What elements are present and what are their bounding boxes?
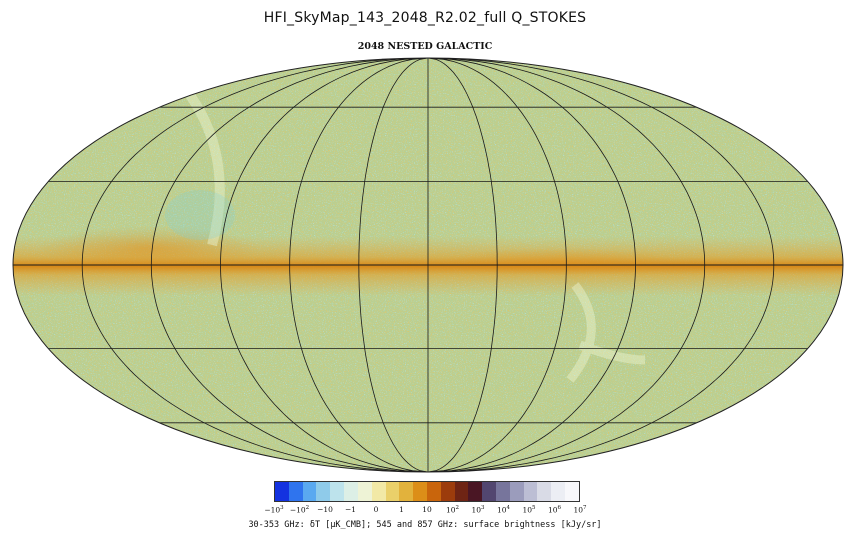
colorbar-segment <box>454 482 469 501</box>
colorbar-tick-label: 0 <box>373 505 379 514</box>
colorbar-tick-label: 104 <box>496 505 511 515</box>
colorbar-segment <box>482 482 496 501</box>
colorbar <box>274 481 580 502</box>
colorbar-tick-label: 1 <box>399 505 404 514</box>
map-outline <box>12 57 844 473</box>
colorbar-segment <box>496 482 510 501</box>
faint-loop-north <box>185 92 225 247</box>
map-subtitle: 2048 NESTED GALACTIC <box>357 41 493 52</box>
colorbar-segment <box>357 482 372 501</box>
colorbar-segment <box>523 482 538 501</box>
colorbar-segment <box>537 482 552 501</box>
colorbar-segment <box>440 482 455 501</box>
colorbar-ticks: −103 −102 −10 −1 0 1 10 102 103 104 105 106 107 <box>264 505 586 517</box>
colorbar-segment <box>399 482 414 501</box>
colorbar-segment <box>288 482 303 501</box>
colorbar-segment <box>344 482 358 501</box>
colorbar-segment <box>509 482 524 501</box>
colorbar-segment <box>413 482 427 501</box>
colorbar-tick-label: −103 <box>264 505 284 515</box>
colorbar-segment <box>565 482 579 501</box>
colorbar-tick-label: 103 <box>471 505 485 515</box>
colorbar-segment <box>275 482 289 501</box>
colorbar-segment <box>426 482 441 501</box>
colorbar-tick-label: 105 <box>522 505 536 515</box>
colorbar-segment <box>468 482 483 501</box>
colorbar-segment <box>385 482 400 501</box>
plane-emission-right <box>440 248 680 276</box>
map-title: HFI_SkyMap_143_2048_R2.02_full Q_STOKES <box>263 10 587 26</box>
colorbar-tick-label: −10 <box>317 505 333 514</box>
colorbar-tick-label: 106 <box>547 505 562 515</box>
cold-patch <box>165 190 235 240</box>
colorbar-tick-label: −102 <box>289 505 310 515</box>
colorbar-segment <box>302 482 317 501</box>
graticule <box>13 58 843 472</box>
colorbar-tick-label: −1 <box>344 505 357 514</box>
colorbar-segment <box>316 482 331 501</box>
colorbar-segment <box>551 482 566 501</box>
colorbar-segment <box>371 482 386 501</box>
colorbar-tick-label: 107 <box>573 505 587 515</box>
plane-emission-left <box>40 226 260 270</box>
colorbar-segment <box>330 482 345 501</box>
map-field <box>13 58 843 472</box>
colorbar-tick-label: 102 <box>445 505 460 515</box>
units-label: 30-353 GHz: δT [μK_CMB]; 545 and 857 GHz… <box>248 520 602 530</box>
colorbar-tick-label: 10 <box>422 505 432 514</box>
faint-loop-south <box>566 282 646 383</box>
